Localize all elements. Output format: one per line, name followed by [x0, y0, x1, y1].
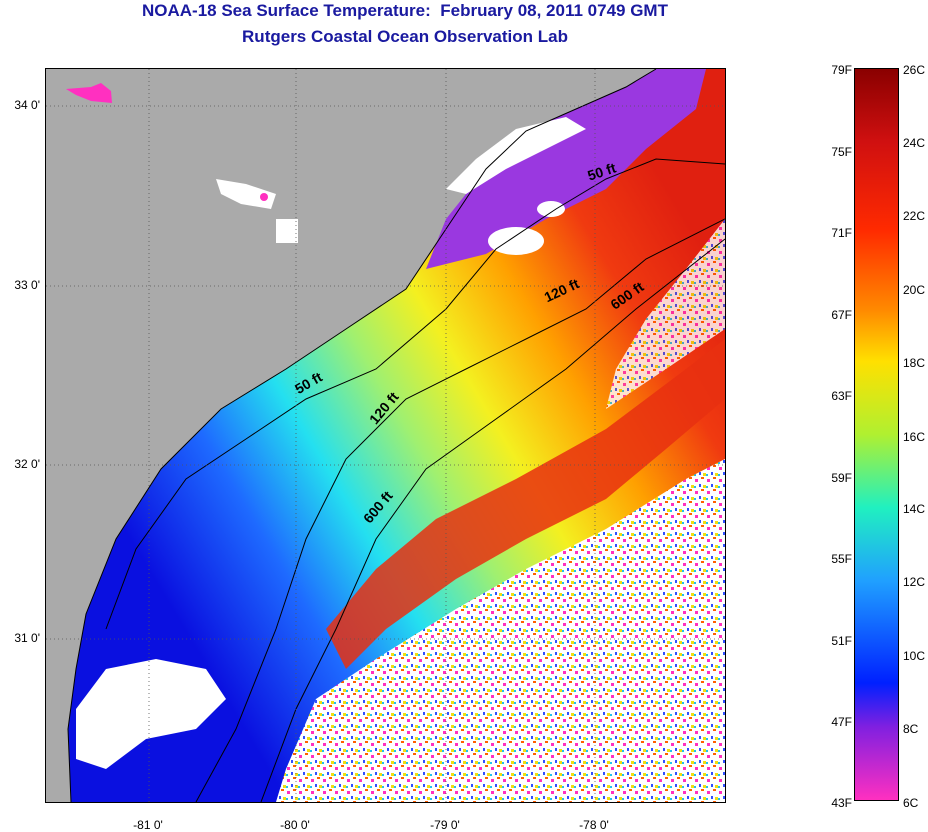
cloud-cover-east	[606, 219, 725, 409]
colorbar-label-c: 16C	[903, 430, 926, 444]
chart-subtitle: Rutgers Coastal Ocean Observation Lab	[242, 27, 568, 46]
inland-pixel	[260, 193, 268, 201]
colorbar-label-f: 63F	[831, 389, 852, 403]
sst-map-canvas	[46, 69, 725, 802]
colorbar-label-c: 14C	[903, 502, 926, 516]
latitude-label: 32 0'	[14, 457, 40, 471]
coastline	[67, 69, 657, 802]
contour-50ft	[105, 158, 725, 630]
contour-120ft	[195, 218, 725, 802]
cloud-patch-small	[537, 201, 565, 217]
longitude-label: -78 0'	[579, 818, 609, 832]
gulf-stream-band	[326, 339, 725, 669]
inland-cloud-2	[276, 219, 298, 243]
colorbar-label-c: 6C	[903, 796, 919, 810]
colorbar-label-f: 71F	[831, 226, 852, 240]
colorbar-label-c: 24C	[903, 136, 926, 150]
colorbar-label-c: 20C	[903, 283, 926, 297]
longitude-label: -79 0'	[430, 818, 460, 832]
colorbar-label-f: 51F	[831, 634, 852, 648]
cold-coastal-water	[426, 69, 706, 269]
cloud-patch-bay	[488, 227, 544, 255]
cloud-cover-offshore	[276, 459, 725, 802]
colorbar-label-f: 47F	[831, 715, 852, 729]
temperature-colorbar	[854, 68, 899, 801]
inland-cloud	[216, 179, 276, 209]
sst-map	[45, 68, 726, 803]
cloud-patch-north	[446, 117, 586, 194]
contour-600ft	[260, 238, 725, 802]
colorbar-label-c: 18C	[903, 356, 926, 370]
chart-title: NOAA-18 Sea Surface Temperature: Februar…	[142, 1, 668, 20]
colorbar-label-c: 26C	[903, 63, 926, 77]
colorbar-label-c: 22C	[903, 209, 926, 223]
colorbar-label-f: 55F	[831, 552, 852, 566]
latitude-label: 33 0'	[14, 278, 40, 292]
cloud-patch-southwest	[76, 659, 226, 769]
colorbar-label-f: 79F	[831, 63, 852, 77]
colorbar-label-c: 10C	[903, 649, 926, 663]
colorbar-label-f: 75F	[831, 145, 852, 159]
inland-pixel-top	[66, 83, 112, 103]
latitude-label: 31 0'	[14, 631, 40, 645]
longitude-label: -81 0'	[133, 818, 163, 832]
colorbar-label-f: 67F	[831, 308, 852, 322]
latitude-label: 34 0'	[14, 98, 40, 112]
longitude-label: -80 0'	[280, 818, 310, 832]
colorbar-label-c: 12C	[903, 575, 926, 589]
colorbar-label-c: 8C	[903, 722, 919, 736]
colorbar-label-f: 59F	[831, 471, 852, 485]
colorbar-label-f: 43F	[831, 796, 852, 810]
